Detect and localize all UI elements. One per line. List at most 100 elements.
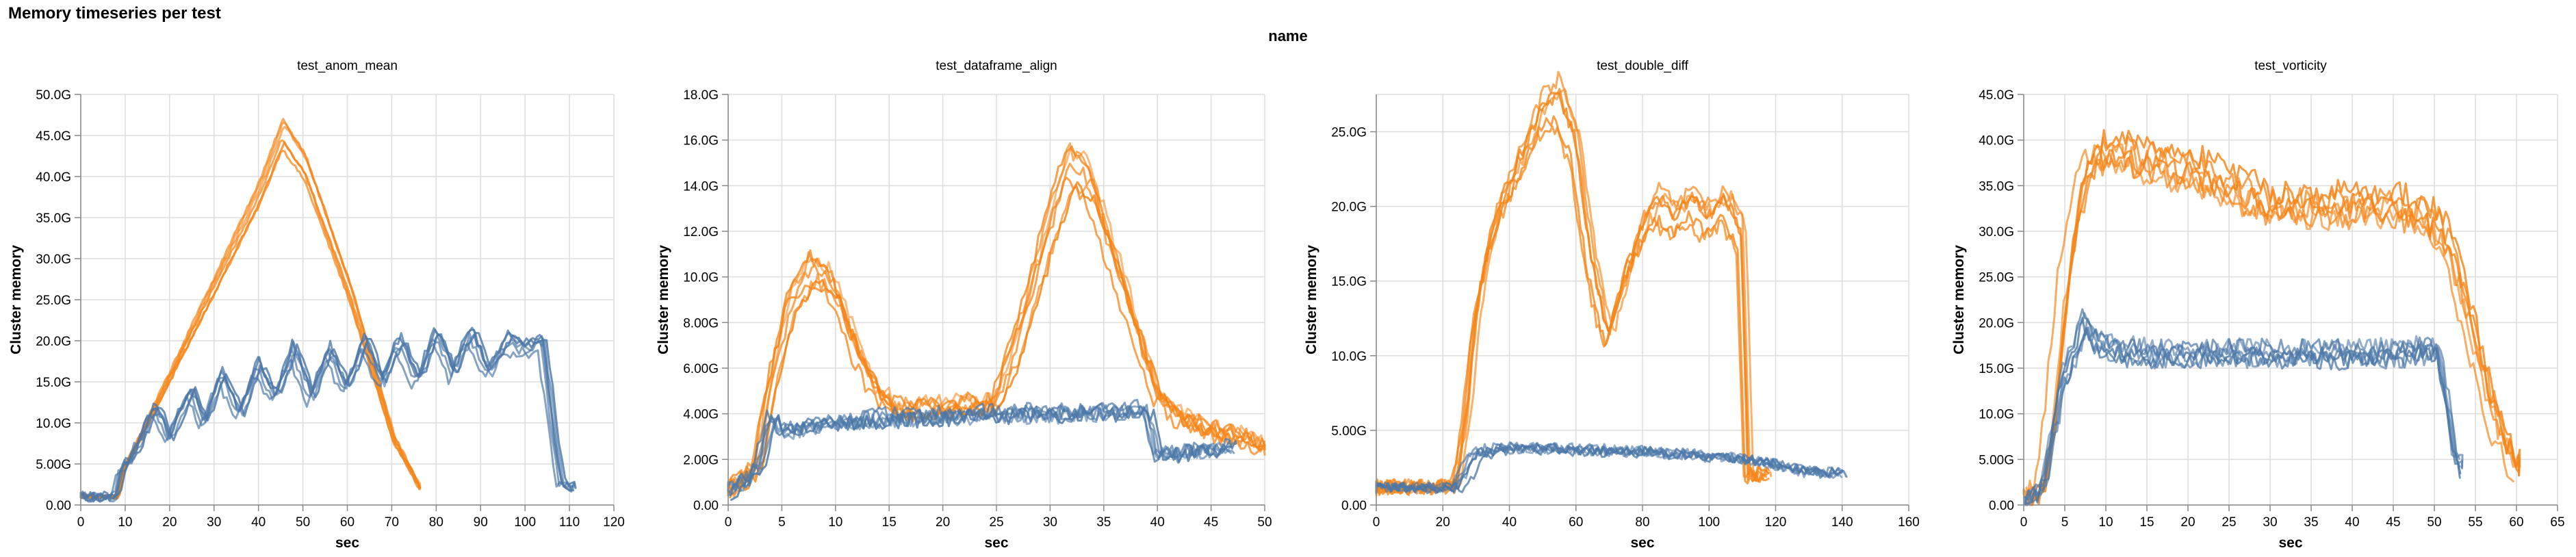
series-line — [2025, 155, 2520, 506]
x-tick-label: 10 — [2098, 515, 2113, 530]
y-tick-label: 0.00 — [46, 499, 71, 513]
x-tick-label: 80 — [429, 515, 443, 530]
y-tick-label: 0.00 — [1341, 499, 1367, 513]
x-tick-label: 90 — [474, 515, 488, 530]
series-line — [2025, 148, 2521, 506]
y-tick-label: 15.0G — [36, 376, 71, 390]
x-tick-label: 40 — [251, 515, 266, 530]
y-tick-label: 15.0G — [1331, 275, 1367, 289]
y-tick-label: 40.0G — [1979, 134, 2014, 148]
series-blue — [727, 398, 1237, 501]
y-axis-title: Cluster memory — [8, 245, 24, 354]
series-line — [80, 118, 421, 500]
series-line — [1375, 441, 1840, 493]
x-tick-label: 0 — [77, 515, 85, 530]
x-tick-label: 50 — [2427, 515, 2441, 530]
chart-panel-test_anom_mean: test_anom_mean 0 10 20 30 40 50 60 70 80 90 100 110 1… — [8, 59, 625, 551]
x-tick-label: 30 — [1043, 515, 1057, 530]
y-tick-label: 14.0G — [683, 179, 719, 194]
y-tick-label: 10.0G — [36, 417, 71, 431]
series-line — [727, 162, 1266, 495]
y-tick-label: 45.0G — [36, 129, 71, 144]
series-line — [727, 145, 1263, 492]
y-tick-label: 20.0G — [1331, 200, 1367, 215]
x-tick-label: 20 — [2180, 515, 2195, 530]
series-blue — [79, 326, 577, 503]
y-tick-label: 20.0G — [36, 335, 71, 349]
x-axis-title: sec — [984, 535, 1008, 551]
x-tick-label: 60 — [1569, 515, 1583, 530]
y-tick-label: 10.0G — [1331, 350, 1367, 364]
x-tick-label: 15 — [2139, 515, 2154, 530]
x-tick-label: 20 — [1436, 515, 1450, 530]
y-tick-label: 20.0G — [1979, 316, 2014, 331]
series-line — [2023, 308, 2461, 506]
x-tick-label: 120 — [603, 515, 625, 530]
y-tick-label: 50.0G — [36, 88, 71, 103]
facet-header: name — [1268, 27, 1308, 44]
x-tick-label: 100 — [1698, 515, 1720, 530]
series-orange — [1375, 70, 1773, 497]
x-tick-label: 20 — [936, 515, 950, 530]
x-tick-label: 30 — [2263, 515, 2277, 530]
y-tick-label: 8.00G — [683, 316, 719, 331]
x-tick-label: 35 — [1096, 515, 1111, 530]
chart-panel-test_vorticity: test_vorticity 0 5 10 15 20 25 30 35 40 45 50 55 60 65… — [1951, 59, 2565, 551]
series-orange — [80, 118, 422, 500]
x-axis-title: sec — [335, 535, 359, 551]
series-line — [1375, 443, 1843, 494]
x-tick-label: 60 — [340, 515, 355, 530]
x-tick-label: 45 — [1204, 515, 1218, 530]
y-tick-label: 4.00G — [683, 408, 719, 422]
x-tick-label: 30 — [207, 515, 221, 530]
x-tick-label: 55 — [2468, 515, 2482, 530]
x-tick-label: 110 — [559, 515, 580, 530]
x-tick-label: 0 — [1373, 515, 1380, 530]
y-tick-label: 0.00 — [1989, 499, 2014, 513]
y-tick-label: 5.00G — [36, 458, 71, 472]
y-tick-label: 35.0G — [36, 211, 71, 226]
x-tick-label: 50 — [296, 515, 310, 530]
x-tick-label: 25 — [2221, 515, 2236, 530]
x-tick-label: 0 — [2020, 515, 2028, 530]
series-line — [81, 125, 422, 499]
series-line — [81, 121, 421, 500]
y-tick-label: 0.00 — [693, 499, 719, 513]
x-tick-label: 10 — [118, 515, 132, 530]
x-tick-label: 10 — [828, 515, 842, 530]
y-tick-label: 16.0G — [683, 134, 719, 148]
series-line — [2025, 331, 2464, 506]
panel-title: test_double_diff — [1597, 59, 1689, 73]
series-blue — [2023, 308, 2464, 506]
x-tick-label: 140 — [1831, 515, 1853, 530]
x-tick-label: 120 — [1765, 515, 1787, 530]
y-tick-label: 5.00G — [1979, 453, 2014, 467]
x-tick-label: 15 — [882, 515, 897, 530]
x-tick-label: 65 — [2550, 515, 2564, 530]
x-tick-label: 35 — [2304, 515, 2318, 530]
x-tick-label: 40 — [1502, 515, 1517, 530]
y-tick-label: 30.0G — [36, 252, 71, 267]
series-line — [1377, 88, 1773, 495]
panel-title: test_anom_mean — [297, 59, 398, 73]
chart-panel-test_dataframe_align: test_dataframe_align 0 5 10 15 20 25 30 35 40 45 50… — [656, 59, 1272, 551]
series-line — [1375, 125, 1768, 497]
y-tick-label: 5.00G — [1331, 424, 1367, 439]
y-tick-label: 30.0G — [1979, 225, 2014, 239]
series-orange — [2022, 129, 2521, 506]
series-line — [80, 139, 420, 500]
x-tick-label: 70 — [385, 515, 399, 530]
y-axis-title: Cluster memory — [656, 245, 671, 354]
y-tick-label: 10.0G — [683, 271, 719, 285]
y-tick-label: 2.00G — [683, 453, 719, 467]
y-tick-label: 25.0G — [1331, 126, 1367, 140]
x-axis-title: sec — [2278, 535, 2302, 551]
series-line — [2023, 317, 2461, 501]
y-tick-label: 6.00G — [683, 362, 719, 376]
x-tick-label: 80 — [1635, 515, 1649, 530]
y-tick-label: 45.0G — [1979, 88, 2014, 103]
x-tick-label: 5 — [2061, 515, 2069, 530]
x-tick-label: 100 — [514, 515, 536, 530]
series-line — [1375, 88, 1770, 495]
